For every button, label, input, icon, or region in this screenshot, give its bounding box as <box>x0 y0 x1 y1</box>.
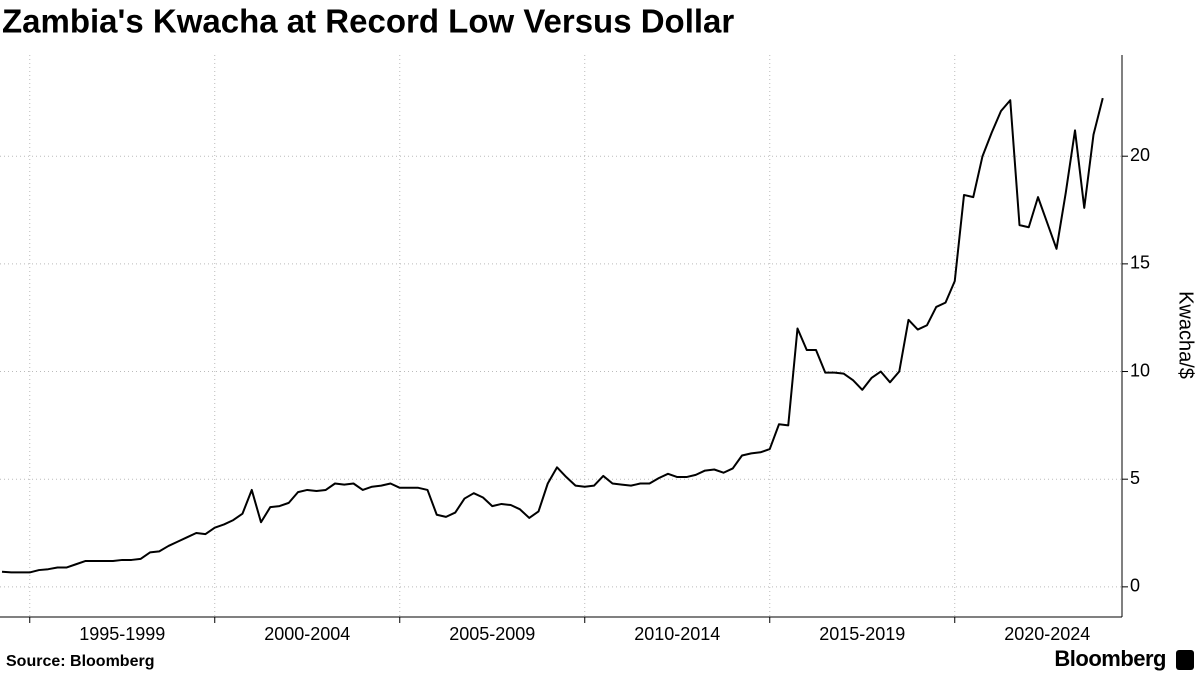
chart-title: Zambia's Kwacha at Record Low Versus Dol… <box>2 3 734 40</box>
line-series <box>1 97 1104 574</box>
y-axis-label: Kwacha/$ <box>1175 291 1197 379</box>
x-tick-label: 2000-2004 <box>264 624 350 644</box>
y-tick-label: 20 <box>1130 145 1150 165</box>
x-tick-label: 2005-2009 <box>449 624 535 644</box>
y-tick-label: 5 <box>1130 468 1140 488</box>
brand: Bloomberg <box>1054 646 1166 671</box>
y-tick-label: 15 <box>1130 253 1150 273</box>
x-tick-label: 2010-2014 <box>634 624 720 644</box>
brand-icon <box>1176 650 1194 670</box>
source: Source: Bloomberg <box>6 653 154 670</box>
x-tick-label: 1995-1999 <box>79 624 165 644</box>
y-tick-label: 0 <box>1130 576 1140 596</box>
x-tick-label: 2020-2024 <box>1004 624 1090 644</box>
y-tick-label: 10 <box>1130 360 1150 380</box>
x-tick-label: 2015-2019 <box>819 624 905 644</box>
